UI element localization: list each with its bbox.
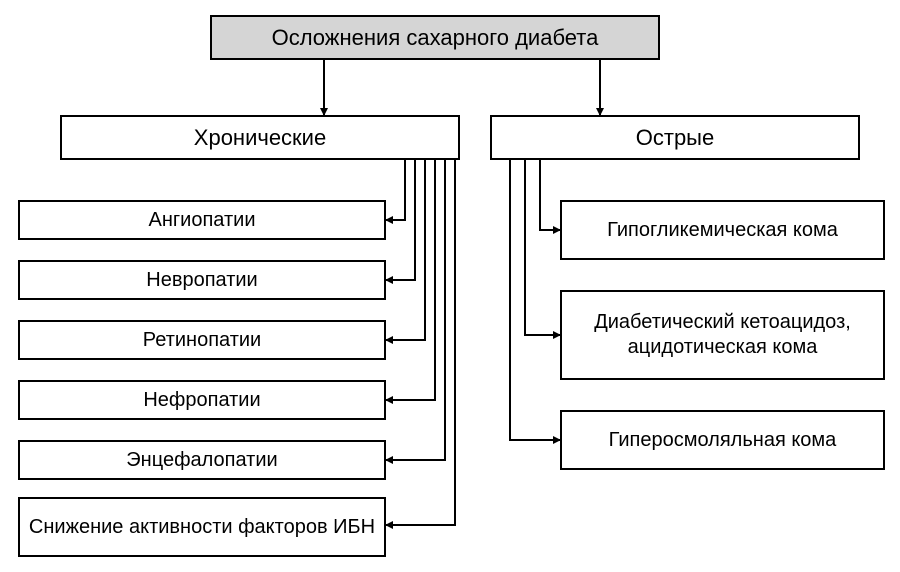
acute-item-1-label: Диабетический кетоацидоз, ацидотическая …	[562, 310, 883, 360]
chronic-item-1-label: Невропатии	[146, 268, 257, 293]
branch-acute-label: Острые	[636, 124, 714, 152]
chronic-item-0: Ангиопатии	[18, 200, 386, 240]
acute-item-2-label: Гиперосмоляльная кома	[609, 428, 837, 453]
chronic-item-5-label: Снижение активности факторов ИБН	[29, 515, 375, 540]
acute-item-2: Гиперосмоляльная кома	[560, 410, 885, 470]
branch-chronic-label: Хронические	[194, 124, 326, 152]
chronic-item-4-label: Энцефалопатии	[126, 448, 277, 473]
branch-chronic-box: Хронические	[60, 115, 460, 160]
acute-item-0: Гипогликемическая кома	[560, 200, 885, 260]
chronic-item-3-label: Нефропатии	[143, 388, 260, 413]
chronic-item-1: Невропатии	[18, 260, 386, 300]
acute-item-1: Диабетический кетоацидоз, ацидотическая …	[560, 290, 885, 380]
chronic-item-5: Снижение активности факторов ИБН	[18, 497, 386, 557]
acute-item-0-label: Гипогликемическая кома	[607, 218, 838, 243]
root-header-label: Осложнения сахарного диабета	[272, 24, 599, 52]
root-header-box: Осложнения сахарного диабета	[210, 15, 660, 60]
chronic-item-3: Нефропатии	[18, 380, 386, 420]
chronic-item-0-label: Ангиопатии	[149, 208, 256, 233]
chronic-item-4: Энцефалопатии	[18, 440, 386, 480]
chronic-item-2: Ретинопатии	[18, 320, 386, 360]
branch-acute-box: Острые	[490, 115, 860, 160]
chronic-item-2-label: Ретинопатии	[143, 328, 261, 353]
